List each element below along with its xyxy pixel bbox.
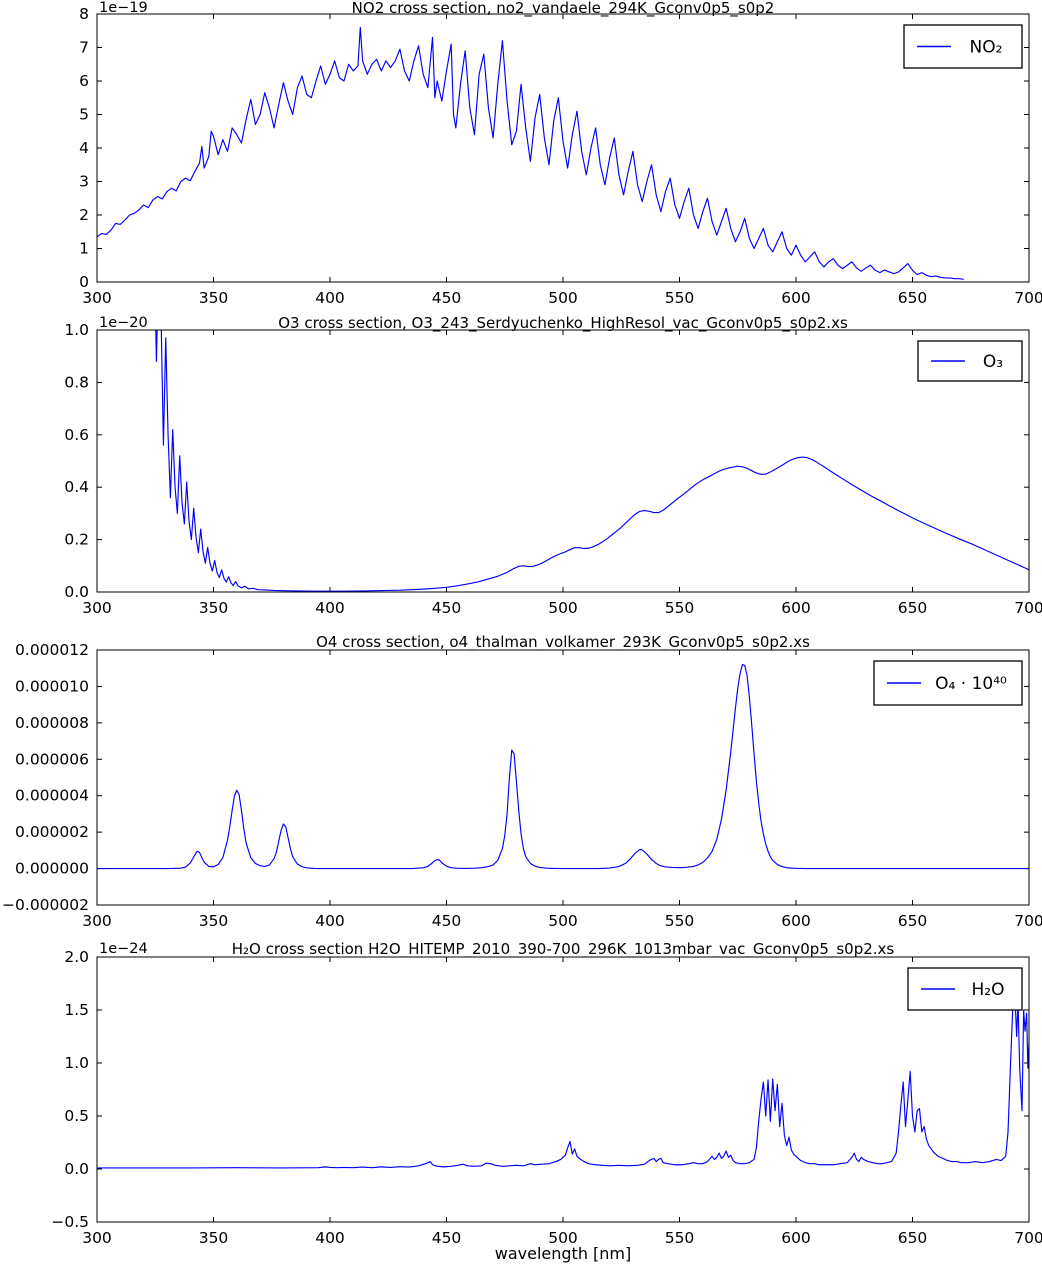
legend-o4: O₄ · 10⁴⁰ <box>873 660 1023 706</box>
legend-h2o: H₂O <box>907 967 1023 1011</box>
y-tick-label: 0.4 <box>64 478 89 496</box>
y-tick-label: 0.000010 <box>15 677 89 695</box>
x-tick-label: 600 <box>781 1229 811 1247</box>
legend-o3: O₃ <box>917 340 1023 382</box>
legend-label: NO₂ <box>970 38 1003 58</box>
x-tick-label: 450 <box>432 1229 462 1247</box>
subplot-o3: 300 350 400 450 500 550 600 650 700 0.0 0.2 0.4 0.6 0… <box>64 321 1042 617</box>
y-tick-label: 1.0 <box>64 321 89 339</box>
subplot-no2-offset-label: 1e−19 <box>99 0 148 16</box>
y-tick-label: 8 <box>79 5 89 23</box>
x-tick-label: 350 <box>199 599 229 617</box>
y-tick-label: 0.000006 <box>15 750 89 768</box>
subplot-no2-title: NO2 cross section, no2_vandaele_294K_Gco… <box>351 0 775 17</box>
y-tick-label: 0.8 <box>64 373 89 391</box>
x-tick-label: 300 <box>82 1229 112 1247</box>
y-tick-label: 0.0 <box>64 1160 89 1178</box>
series-line-no2 <box>97 26 964 280</box>
x-tick-label: 650 <box>898 289 928 307</box>
subplot-o4: 300 350 400 450 500 550 600 650 700 −0.000002 0.00… <box>2 641 1042 930</box>
axes-frame <box>96 649 1030 906</box>
x-tick-label: 400 <box>315 289 345 307</box>
y-tick-label: 0.6 <box>64 426 89 444</box>
x-tick-label: 350 <box>199 1229 229 1247</box>
y-tick-label: 2.0 <box>64 948 89 966</box>
x-tick-label: 600 <box>781 912 811 930</box>
x-tick-label: 400 <box>315 599 345 617</box>
x-tick-label: 500 <box>548 599 578 617</box>
y-tick-label: 6 <box>79 72 89 90</box>
x-tick-label: 650 <box>898 912 928 930</box>
x-tick-label: 450 <box>432 912 462 930</box>
y-tick-label: 1.5 <box>64 1001 89 1019</box>
y-tick-label: 1 <box>79 240 89 258</box>
legend-box <box>873 660 1023 706</box>
y-tick-label: −0.000002 <box>2 896 89 914</box>
x-tick-label: 300 <box>82 599 112 617</box>
legend-label: O₄ · 10⁴⁰ <box>935 674 1007 694</box>
x-tick-label: 650 <box>898 1229 928 1247</box>
series-line-h2o <box>97 996 1029 1169</box>
y-tick-label: 3 <box>79 173 89 191</box>
x-tick-label: 550 <box>665 599 695 617</box>
x-tick-label: 500 <box>548 1229 578 1247</box>
x-tick-label: 550 <box>665 1229 695 1247</box>
x-tick-label: 300 <box>82 289 112 307</box>
x-tick-label: 450 <box>432 599 462 617</box>
y-tick-label: 1.0 <box>64 1054 89 1072</box>
x-tick-label: 400 <box>315 912 345 930</box>
x-tick-label: 500 <box>548 289 578 307</box>
x-tick-label: 300 <box>82 912 112 930</box>
x-tick-label: 350 <box>199 289 229 307</box>
x-tick-label: 700 <box>1014 912 1042 930</box>
x-tick-label: 350 <box>199 912 229 930</box>
x-tick-label: 700 <box>1014 1229 1042 1247</box>
x-tick-label: 550 <box>665 912 695 930</box>
subplot-o3-offset-label: 1e−20 <box>99 315 148 331</box>
series-line-o3 <box>155 330 1029 592</box>
legend-label: O₃ <box>983 352 1003 372</box>
subplot-no2: 300 350 400 450 500 550 600 650 700 0 1 2 3 4 5 6 7 8 NO₂ <box>79 5 1042 307</box>
series-line-o4 <box>97 663 1029 870</box>
x-tick-label: 600 <box>781 289 811 307</box>
y-tick-label: 0 <box>79 273 89 291</box>
y-tick-label: −0.5 <box>51 1213 89 1231</box>
subplot-h2o-title: H₂O cross section H2O_HITEMP_2010_390-70… <box>231 940 895 958</box>
x-tick-label: 450 <box>432 289 462 307</box>
y-tick-label: 0.5 <box>64 1107 89 1125</box>
axes-frame <box>96 956 1030 1223</box>
axes-frame <box>96 329 1030 593</box>
x-tick-label: 700 <box>1014 289 1042 307</box>
y-tick-label: 0.000000 <box>15 860 89 878</box>
subplot-h2o-offset-label: 1e−24 <box>99 941 148 957</box>
axes-frame <box>96 13 1030 283</box>
x-tick-label: 650 <box>898 599 928 617</box>
legend-no2: NO₂ <box>903 24 1023 69</box>
subplot-o4-title: O4 cross section, o4_thalman_volkamer_29… <box>316 633 810 651</box>
x-tick-label: 500 <box>548 912 578 930</box>
y-tick-label: 0.2 <box>64 531 89 549</box>
x-tick-label: 700 <box>1014 599 1042 617</box>
y-tick-label: 0.000012 <box>15 641 89 659</box>
y-tick-label: 0.000004 <box>15 787 89 805</box>
x-tick-label: 400 <box>315 1229 345 1247</box>
y-tick-label: 5 <box>79 106 89 124</box>
x-tick-label: 600 <box>781 599 811 617</box>
y-tick-label: 0.000002 <box>15 823 89 841</box>
x-axis-label: wavelength [nm] <box>494 1244 632 1263</box>
legend-label: H₂O <box>972 980 1005 1000</box>
y-tick-label: 2 <box>79 206 89 224</box>
y-tick-label: 4 <box>79 139 89 157</box>
y-tick-label: 0.0 <box>64 583 89 601</box>
y-tick-label: 0.000008 <box>15 714 89 732</box>
y-tick-label: 7 <box>79 39 89 57</box>
x-tick-label: 550 <box>665 289 695 307</box>
subplot-o3-title: O3 cross section, O3_243_Serdyuchenko_Hi… <box>278 314 848 332</box>
subplot-h2o: 300 350 400 450 500 550 600 650 700 −0.5 0.0 0.5 1.0… <box>51 948 1042 1247</box>
